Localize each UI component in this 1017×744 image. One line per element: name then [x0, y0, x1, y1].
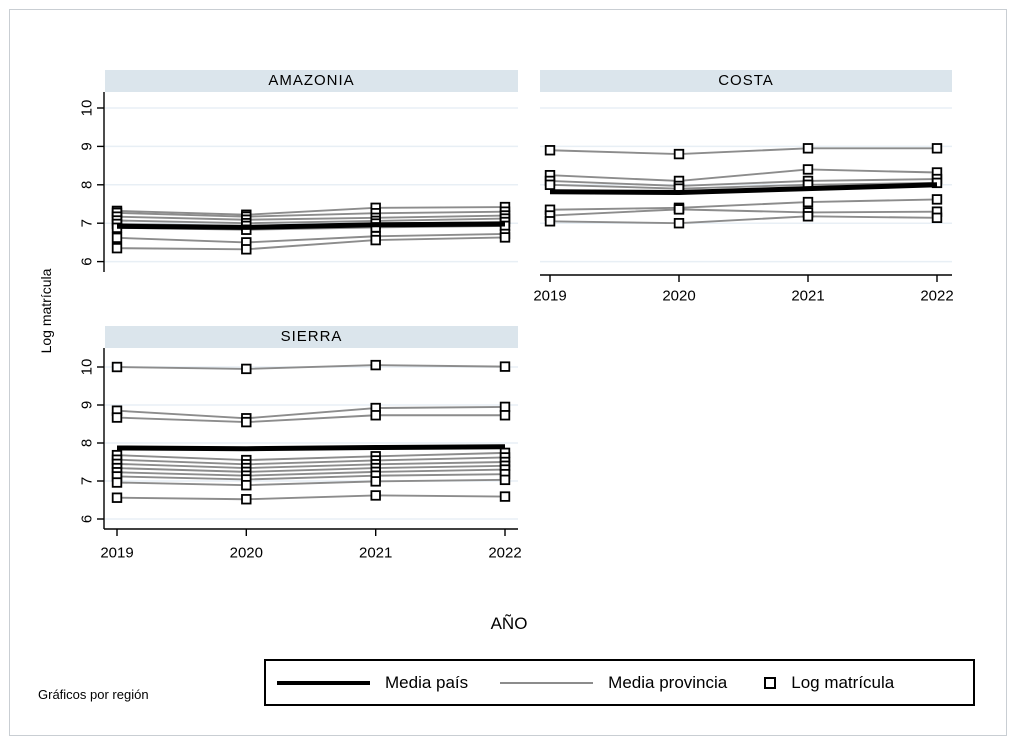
- media-provincia-line: [116, 364, 506, 370]
- log-matricula-marker: [499, 361, 511, 372]
- y-tick-label: 9: [79, 401, 96, 409]
- facet-note: Gráficos por región: [38, 687, 149, 702]
- media-provincia-line: [116, 206, 506, 216]
- x-tick-label: 2019: [100, 545, 133, 562]
- log-matricula-marker: [673, 204, 685, 215]
- log-matricula-marker: [499, 474, 511, 486]
- log-matricula-marker: [370, 490, 381, 501]
- log-matricula-marker: [499, 491, 511, 502]
- media-provincia-line: [116, 461, 506, 470]
- log-matricula-marker: [111, 361, 123, 373]
- log-matricula-marker: [802, 196, 814, 208]
- log-matricula-marker: [111, 477, 123, 488]
- log-matricula-marker: [111, 492, 123, 503]
- log-matricula-marker: [111, 242, 123, 254]
- x-tick-label: 2021: [359, 545, 392, 562]
- x-tick-label: 2020: [230, 545, 263, 562]
- media-provincia-line: [116, 494, 506, 501]
- media-provincia-line: [549, 215, 938, 225]
- x-tick-label: 2022: [488, 545, 521, 562]
- figure-border: [9, 9, 1007, 736]
- x-tick-label: 2022: [920, 288, 953, 305]
- panel-plot-amazonia: 6 7 8 9 10: [79, 92, 518, 272]
- log-matricula-marker: [241, 494, 252, 505]
- media-provincia-line: [116, 217, 506, 225]
- media-provincia-line: [116, 210, 506, 218]
- log-matricula-marker: [802, 211, 814, 222]
- legend-swatch-media-provincia-line: [500, 681, 594, 684]
- log-matricula-marker: [241, 479, 252, 491]
- log-matricula-marker: [111, 232, 123, 243]
- media-provincia-line: [549, 178, 938, 187]
- media-provincia-line: [116, 478, 506, 487]
- media-provincia-line: [116, 456, 506, 466]
- log-matricula-marker: [673, 148, 685, 160]
- y-tick-label: 10: [79, 359, 96, 376]
- media-provincia-line: [549, 168, 938, 182]
- log-matricula-marker: [241, 363, 252, 375]
- media-provincia-line: [116, 233, 506, 244]
- legend-swatch-media-pais-line: [277, 680, 370, 685]
- x-tick-label: 2020: [662, 288, 695, 305]
- media-pais-line: [549, 182, 938, 195]
- log-matricula-marker: [241, 244, 252, 255]
- media-provincia-line: [116, 468, 506, 477]
- x-axis-title: AÑO: [490, 614, 528, 633]
- media-provincia-line: [549, 208, 938, 217]
- panel-title-costa: COSTA: [540, 70, 952, 92]
- log-matricula-marker: [370, 234, 381, 246]
- media-provincia-line: [549, 147, 937, 156]
- log-matricula-marker: [370, 410, 381, 421]
- media-provincia-line: [116, 473, 506, 481]
- media-provincia-line: [116, 414, 505, 424]
- y-axis-title: Log matrícula: [38, 268, 54, 354]
- y-tick-label: 6: [79, 515, 96, 523]
- media-provincia-line: [116, 464, 506, 473]
- y-tick-label: 8: [79, 439, 96, 447]
- log-matricula-marker: [802, 143, 814, 154]
- x-tick-label: 2019: [533, 288, 566, 305]
- x-tick-label: 2021: [791, 288, 824, 305]
- log-matricula-marker: [673, 217, 685, 229]
- log-matricula-marker: [499, 232, 511, 243]
- media-provincia-line: [549, 198, 938, 211]
- media-pais-line: [116, 444, 506, 452]
- log-matricula-marker: [544, 145, 556, 156]
- panel-title-sierra: SIERRA: [105, 326, 518, 348]
- y-tick-label: 7: [79, 477, 96, 485]
- log-matricula-marker: [802, 164, 814, 175]
- log-matricula-marker: [931, 194, 943, 205]
- media-pais-line: [116, 221, 506, 230]
- media-provincia-line: [116, 214, 506, 221]
- y-tick-label: 9: [79, 142, 96, 150]
- panel-plot-costa: 2019 2020 2021 2022: [533, 107, 954, 305]
- y-tick-label: 6: [79, 257, 96, 265]
- legend-label-log-matricula: Log matrícula: [791, 672, 895, 692]
- log-matricula-marker: [370, 476, 381, 487]
- panel-plot-sierra: 6 7 8 9 10 2019 2020 2021 2022: [79, 348, 522, 562]
- log-matricula-marker: [111, 412, 123, 423]
- legend-label-media-pais: Media país: [385, 672, 469, 692]
- log-matricula-marker: [544, 179, 556, 191]
- log-matricula-marker: [544, 216, 556, 227]
- log-matricula-marker: [370, 359, 381, 371]
- media-provincia-line: [116, 236, 506, 251]
- log-matricula-marker: [241, 416, 252, 428]
- log-matricula-marker: [499, 410, 511, 421]
- legend-swatch-square-marker-icon: [764, 676, 777, 689]
- y-tick-label: 8: [79, 181, 96, 189]
- media-provincia-line: [116, 451, 506, 462]
- panel-title-amazonia: AMAZONIA: [105, 70, 518, 92]
- log-matricula-marker: [499, 401, 511, 413]
- legend: Media país Media provincia Log matrícula: [264, 659, 975, 706]
- y-tick-label: 7: [79, 219, 96, 227]
- media-provincia-line: [116, 405, 506, 420]
- y-tick-label: 10: [79, 100, 96, 117]
- log-matricula-marker: [931, 143, 943, 154]
- media-provincia-line: [549, 181, 938, 190]
- log-matricula-marker: [931, 212, 943, 224]
- legend-label-media-provincia: Media provincia: [608, 672, 728, 692]
